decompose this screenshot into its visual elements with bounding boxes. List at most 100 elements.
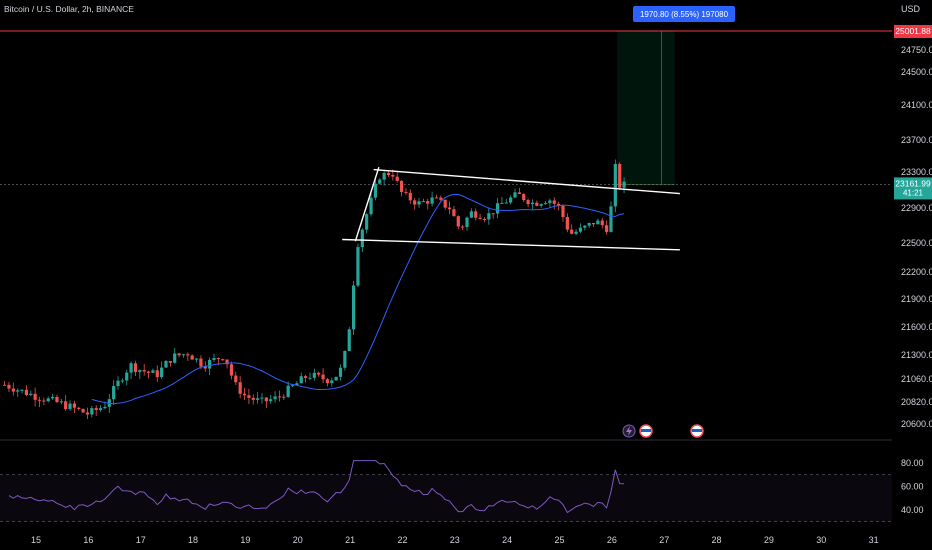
date-tick-label: 23 xyxy=(450,535,460,545)
candle-body xyxy=(208,359,212,369)
candle-body xyxy=(456,216,460,227)
candle-body xyxy=(600,220,604,226)
price-tick-label: 21900.00 xyxy=(901,294,932,304)
candle-body xyxy=(77,407,81,409)
candle-body xyxy=(325,379,330,384)
measure-label-text: 1970.80 (8.55%) 197080 xyxy=(640,10,729,19)
rsi-tick-label: 40.00 xyxy=(901,505,924,515)
candle-body xyxy=(11,388,15,392)
candle-body xyxy=(360,229,364,248)
price-tick-label: 22500.00 xyxy=(901,238,932,248)
rsi-tick-label: 60.00 xyxy=(901,482,924,492)
candle-body xyxy=(295,383,299,386)
candle-body xyxy=(33,393,37,400)
candle-body xyxy=(369,197,373,215)
candle-body xyxy=(395,176,399,181)
candle-body xyxy=(194,358,199,360)
candle-body xyxy=(461,226,465,228)
rsi-pane xyxy=(0,460,892,523)
candle-body xyxy=(173,353,177,363)
trendline[interactable] xyxy=(354,166,380,242)
candle-body xyxy=(561,205,565,218)
date-tick-label: 31 xyxy=(869,535,879,545)
date-axis[interactable]: 15 16 17 18 19 20 21 22 23 24 25 26 27 28 29 30 31 xyxy=(31,535,879,545)
measure-label[interactable]: 1970.80 (8.55%) 197080 xyxy=(633,6,735,22)
candle-body xyxy=(308,377,312,379)
candle-body xyxy=(24,389,29,396)
candle-body xyxy=(138,370,142,372)
candle-body xyxy=(373,183,378,198)
candle-body xyxy=(290,385,295,387)
event-icons[interactable] xyxy=(622,424,704,438)
candle-body xyxy=(94,408,98,411)
price-axis[interactable]: 24750.00 24500.00 24100.00 23700.00 23300.00… xyxy=(901,45,932,429)
candle-body xyxy=(513,192,517,198)
candle-body xyxy=(186,354,190,356)
target-zone[interactable] xyxy=(617,31,675,185)
candle-body xyxy=(522,194,526,201)
candle-body xyxy=(443,199,447,208)
candle-body xyxy=(125,372,129,381)
candle-body xyxy=(399,180,404,192)
candles-layer xyxy=(2,159,626,419)
candle-body xyxy=(517,192,521,195)
candle-body xyxy=(596,220,600,225)
price-tick-label: 23700.00 xyxy=(901,135,932,145)
candle-body xyxy=(487,213,491,220)
price-tick-label: 20600.00 xyxy=(901,419,932,429)
price-tick-label: 21300.00 xyxy=(901,350,932,360)
date-tick-label: 18 xyxy=(188,535,198,545)
candle-body xyxy=(155,370,159,378)
rsi-axis: 80.00 60.00 40.00 xyxy=(901,458,924,515)
candle-body xyxy=(613,163,617,207)
candle-body xyxy=(426,201,430,204)
date-tick-label: 29 xyxy=(764,535,774,545)
candle-body xyxy=(120,380,124,382)
candle-body xyxy=(343,351,347,368)
trendline[interactable] xyxy=(342,238,680,251)
target-price-value: 25001.88 xyxy=(895,26,931,36)
rsi-tick-label: 80.00 xyxy=(901,458,924,468)
candle-body xyxy=(530,202,535,205)
candle-body xyxy=(321,374,325,380)
candle-body xyxy=(221,359,225,361)
trendlines-layer xyxy=(342,166,680,251)
candle-body xyxy=(605,225,609,232)
candle-body xyxy=(478,217,482,219)
candle-body xyxy=(430,197,434,204)
candle-body xyxy=(282,396,286,398)
candle-body xyxy=(251,397,255,400)
candle-body xyxy=(50,396,55,399)
candle-body xyxy=(129,363,133,373)
candle-body xyxy=(81,408,85,413)
candle-body xyxy=(64,401,68,410)
candle-body xyxy=(539,204,543,206)
rsi-band xyxy=(0,474,892,522)
candle-body xyxy=(46,398,50,402)
candle-body xyxy=(151,370,155,373)
candle-body xyxy=(277,396,282,398)
candle-body xyxy=(90,408,94,415)
candle-body xyxy=(509,197,513,203)
candle-body xyxy=(247,395,251,398)
candle-body xyxy=(20,389,24,391)
candle-body xyxy=(68,403,72,410)
candle-body xyxy=(591,222,596,225)
candle-body xyxy=(583,225,587,228)
candle-body xyxy=(29,393,33,396)
candle-body xyxy=(116,380,120,386)
price-tick-label: 22900.00 xyxy=(901,203,932,213)
candle-body xyxy=(177,353,181,356)
us-flag-icon-stripe-2 xyxy=(692,429,702,432)
candle-body xyxy=(273,396,277,400)
candle-body xyxy=(242,393,247,396)
candle-body xyxy=(59,401,63,403)
price-tick-label: 20820.00 xyxy=(901,397,932,407)
trendline[interactable] xyxy=(373,168,680,195)
rsi-line xyxy=(8,460,625,514)
candle-body xyxy=(378,179,382,184)
candle-body xyxy=(439,197,443,200)
candle-body xyxy=(417,201,421,205)
candle-body xyxy=(474,211,478,218)
